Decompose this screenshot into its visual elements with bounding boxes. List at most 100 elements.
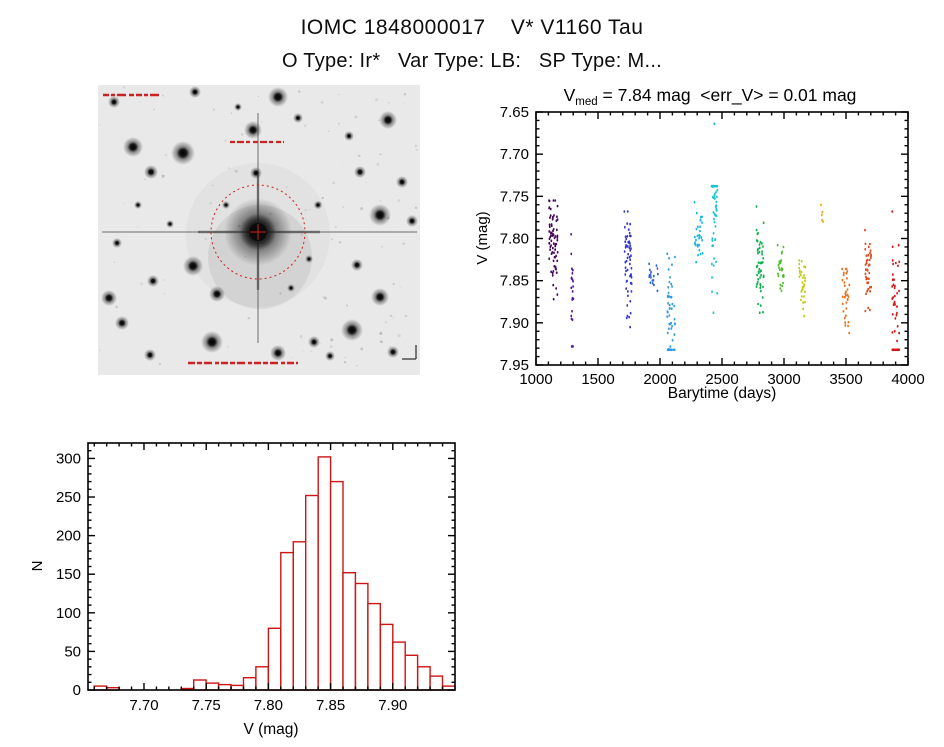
data-point xyxy=(554,243,557,246)
data-point xyxy=(572,297,575,301)
noise-speck xyxy=(319,343,322,345)
data-point xyxy=(667,286,670,289)
data-point xyxy=(624,240,627,243)
data-point xyxy=(624,266,627,269)
data-point xyxy=(762,245,764,248)
noise-speck xyxy=(379,331,383,335)
data-point xyxy=(669,348,672,352)
noise-speck xyxy=(343,360,347,364)
field-star xyxy=(201,331,223,353)
data-point xyxy=(762,310,764,314)
data-point xyxy=(715,214,718,218)
data-point xyxy=(781,267,784,271)
data-point xyxy=(762,221,765,225)
data-point xyxy=(843,281,846,284)
noise-speck xyxy=(329,343,331,345)
data-point xyxy=(625,237,628,241)
data-point xyxy=(626,304,629,307)
data-point xyxy=(893,329,896,333)
field-star xyxy=(123,137,143,157)
data-point xyxy=(570,317,573,321)
field-star xyxy=(183,256,203,276)
data-point xyxy=(670,282,673,286)
data-point xyxy=(651,279,654,282)
noise-speck xyxy=(304,124,307,127)
noise-speck xyxy=(358,155,361,158)
data-point xyxy=(865,268,867,271)
data-point xyxy=(629,222,631,226)
field-star xyxy=(108,96,120,108)
data-point xyxy=(897,264,899,268)
data-point xyxy=(666,315,669,318)
data-point xyxy=(628,246,631,250)
data-point xyxy=(896,325,899,328)
data-point xyxy=(548,237,551,241)
data-point xyxy=(671,263,673,266)
noise-speck xyxy=(124,202,126,205)
data-point xyxy=(711,239,714,242)
data-point xyxy=(891,313,894,316)
data-point xyxy=(572,285,574,288)
field-star xyxy=(293,113,303,123)
scatter-title: Vmed = 7.84 mag <err_V> = 0.01 mag xyxy=(564,85,857,108)
noise-speck xyxy=(337,122,340,125)
data-point xyxy=(782,275,785,278)
noise-speck xyxy=(360,347,364,351)
y-tick-label: 300 xyxy=(56,450,81,467)
data-point xyxy=(549,207,552,211)
data-point xyxy=(756,273,758,277)
data-point xyxy=(869,249,872,252)
data-point xyxy=(759,282,762,286)
data-point xyxy=(892,283,895,286)
field-star xyxy=(387,346,399,358)
field-star xyxy=(144,349,156,361)
data-point xyxy=(555,267,557,271)
data-point xyxy=(898,260,901,264)
data-point xyxy=(756,239,758,242)
data-point xyxy=(896,311,898,315)
data-point xyxy=(779,287,782,290)
data-point xyxy=(782,281,784,285)
data-point xyxy=(556,204,559,208)
data-point xyxy=(666,252,669,255)
plot-border xyxy=(87,442,456,691)
data-point xyxy=(841,278,844,282)
noise-speck xyxy=(247,316,251,320)
data-point xyxy=(571,290,574,293)
field-star xyxy=(234,103,242,111)
noise-speck xyxy=(332,181,335,185)
data-point xyxy=(553,255,556,259)
data-point xyxy=(842,273,845,277)
data-point xyxy=(800,290,803,293)
noise-speck xyxy=(212,108,215,111)
noise-speck xyxy=(261,121,263,123)
histogram-bar xyxy=(367,602,381,691)
data-point xyxy=(803,295,805,298)
data-point xyxy=(866,258,869,262)
data-point xyxy=(713,257,715,260)
field-star xyxy=(308,336,320,348)
data-point xyxy=(756,265,758,268)
noise-speck xyxy=(356,153,360,157)
data-point xyxy=(713,193,716,197)
data-point xyxy=(554,265,557,269)
data-point xyxy=(865,292,867,296)
noise-speck xyxy=(291,356,294,359)
noise-speck xyxy=(161,174,165,178)
target-circle-annotation xyxy=(210,184,306,280)
data-point xyxy=(699,252,702,256)
data-point xyxy=(627,294,629,298)
y-tick-label: 200 xyxy=(56,528,81,545)
noise-speck xyxy=(113,261,116,264)
data-point xyxy=(821,210,824,214)
data-point xyxy=(801,287,804,291)
data-point xyxy=(555,219,558,223)
data-point xyxy=(712,184,714,188)
field-star xyxy=(134,201,142,209)
noise-speck xyxy=(328,130,330,132)
data-point xyxy=(864,242,867,246)
data-point xyxy=(864,263,867,266)
data-point xyxy=(553,265,556,268)
histogram-bar xyxy=(417,666,431,691)
data-point xyxy=(553,214,555,217)
